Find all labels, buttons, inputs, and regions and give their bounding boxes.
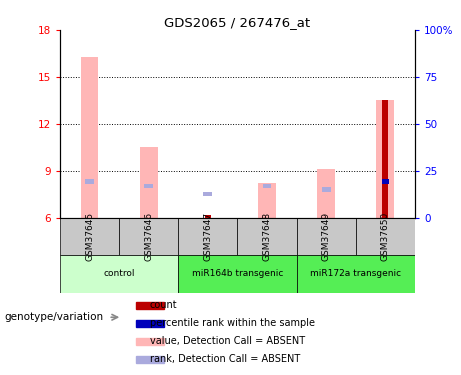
Bar: [136, 320, 164, 327]
Title: GDS2065 / 267476_at: GDS2065 / 267476_at: [165, 16, 310, 29]
Bar: [296, 217, 356, 255]
Bar: [136, 338, 164, 345]
Text: rank, Detection Call = ABSENT: rank, Detection Call = ABSENT: [150, 354, 300, 364]
Bar: [203, 192, 212, 196]
Text: GSM37645: GSM37645: [85, 211, 94, 261]
Bar: [81, 57, 98, 217]
Bar: [382, 179, 389, 184]
Bar: [178, 217, 237, 255]
Bar: [178, 255, 296, 292]
Bar: [322, 187, 331, 192]
Bar: [60, 217, 119, 255]
Text: percentile rank within the sample: percentile rank within the sample: [150, 318, 315, 328]
Text: genotype/variation: genotype/variation: [5, 312, 104, 322]
Bar: [317, 169, 335, 217]
Bar: [140, 147, 158, 218]
Text: count: count: [150, 300, 177, 310]
Bar: [205, 215, 211, 217]
Text: control: control: [103, 269, 135, 278]
Bar: [85, 179, 94, 184]
Bar: [60, 255, 178, 292]
Bar: [356, 217, 415, 255]
Text: GSM37648: GSM37648: [262, 211, 272, 261]
Bar: [136, 356, 164, 363]
Bar: [144, 184, 153, 188]
Bar: [377, 100, 394, 218]
Text: GSM37650: GSM37650: [381, 211, 390, 261]
Text: miR172a transgenic: miR172a transgenic: [310, 269, 402, 278]
Text: GSM37646: GSM37646: [144, 211, 153, 261]
Text: miR164b transgenic: miR164b transgenic: [192, 269, 283, 278]
Bar: [119, 217, 178, 255]
Bar: [296, 255, 415, 292]
Bar: [263, 184, 272, 188]
Text: value, Detection Call = ABSENT: value, Detection Call = ABSENT: [150, 336, 305, 346]
Text: GSM37647: GSM37647: [203, 211, 213, 261]
Bar: [382, 100, 389, 218]
Bar: [258, 183, 276, 218]
Bar: [136, 302, 164, 309]
Text: GSM37649: GSM37649: [322, 211, 331, 261]
Bar: [237, 217, 296, 255]
